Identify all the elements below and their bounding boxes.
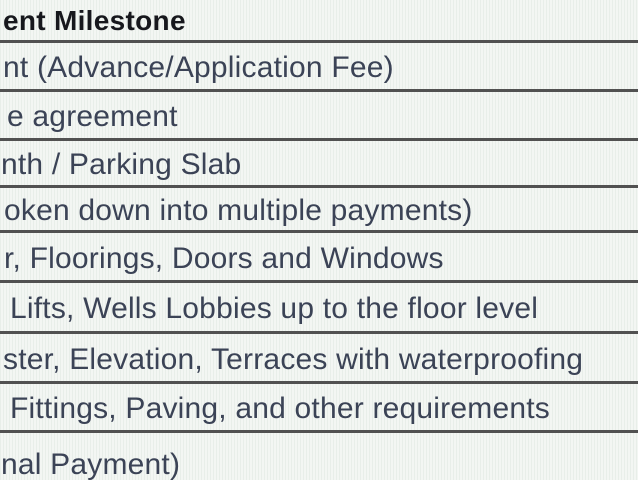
table-header-row: ent Milestone (0, 0, 638, 43)
milestone-cell: ster, Elevation, Terraces with waterproo… (3, 342, 584, 376)
milestone-cell: oken down into multiple payments) (4, 194, 473, 227)
column-header-milestone: ent Milestone (3, 4, 186, 36)
milestone-cell: nal Payment) (1, 447, 181, 480)
table-row: e agreement (0, 92, 638, 141)
table-row: ster, Elevation, Terraces with waterproo… (0, 334, 638, 384)
milestone-cell: Lifts, Wells Lobbies up to the floor lev… (10, 292, 539, 325)
table-row: nth / Parking Slab (0, 141, 638, 188)
milestone-cell: Fittings, Paving, and other requirements (10, 392, 550, 425)
table-row: r, Floorings, Doors and Windows (0, 233, 638, 283)
table-row: nal Payment) (0, 433, 638, 480)
milestone-cell: nt (Advance/Application Fee) (3, 51, 394, 84)
table-row: nt (Advance/Application Fee) (0, 43, 638, 92)
milestone-cell: nth / Parking Slab (1, 148, 242, 181)
milestone-cell: e agreement (7, 100, 178, 133)
milestone-cell: r, Floorings, Doors and Windows (4, 241, 444, 275)
table-row: oken down into multiple payments) (0, 188, 638, 233)
table-row: Fittings, Paving, and other requirements (0, 384, 638, 433)
table-row: Lifts, Wells Lobbies up to the floor lev… (0, 283, 638, 334)
